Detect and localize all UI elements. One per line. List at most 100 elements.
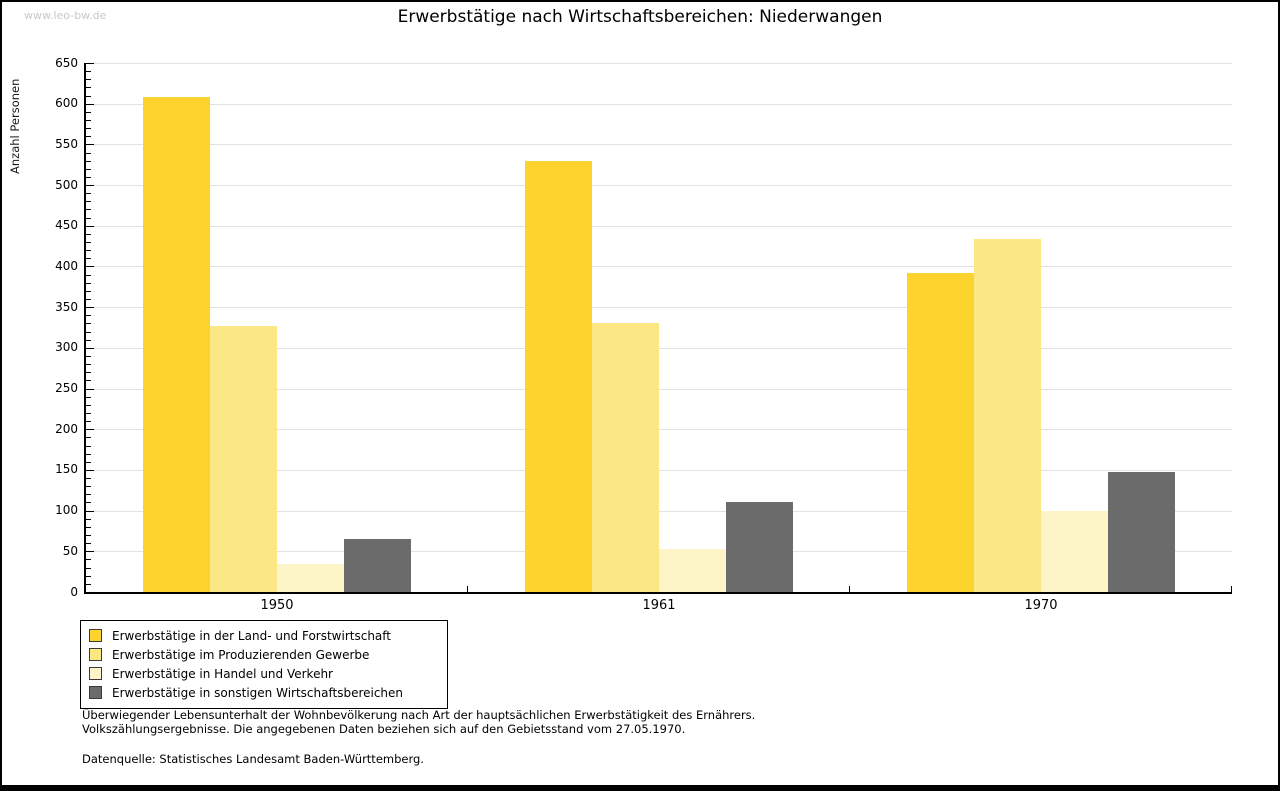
- bar-1961-s3: [659, 548, 726, 592]
- y-axis-minor-tick: [86, 168, 91, 170]
- bar-1961-s4: [726, 501, 793, 592]
- y-axis-minor-tick: [86, 437, 91, 439]
- legend-label: Erwerbstätige im Produzierenden Gewerbe: [112, 647, 370, 662]
- y-axis-minor-tick: [86, 87, 91, 89]
- x-axis-category-label: 1961: [642, 598, 676, 613]
- footnote-line-2: Volkszählungsergebnisse. Die angegebenen…: [82, 721, 686, 736]
- legend-item: Erwerbstätige in der Land- und Forstwirt…: [89, 626, 441, 645]
- y-axis-major-tick: [86, 225, 94, 227]
- bar-1970-s3: [1041, 510, 1108, 592]
- y-axis-minor-tick: [86, 575, 91, 577]
- y-axis-minor-tick: [86, 543, 91, 545]
- y-gridline: [86, 347, 1232, 349]
- y-axis-minor-tick: [86, 217, 91, 219]
- y-axis-tick-label: 250: [55, 381, 78, 396]
- y-axis-tick-label: 400: [55, 258, 78, 273]
- footnotes: Überwiegender Lebensunterhalt der Wohnbe…: [82, 708, 756, 767]
- y-axis-minor-tick: [86, 453, 91, 455]
- legend-swatch: [89, 648, 102, 661]
- y-axis-minor-tick: [86, 242, 91, 244]
- y-axis-tick-label: 50: [62, 543, 78, 558]
- y-axis-minor-tick: [86, 526, 91, 528]
- y-axis-minor-tick: [86, 364, 91, 366]
- y-axis-minor-tick: [86, 502, 91, 504]
- footnote-line-1: Überwiegender Lebensunterhalt der Wohnbe…: [82, 708, 756, 722]
- y-axis-minor-tick: [86, 339, 91, 341]
- y-axis-minor-tick: [86, 355, 91, 357]
- y-axis-minor-tick: [86, 290, 91, 292]
- y-axis-minor-tick: [86, 396, 91, 398]
- y-axis-minor-tick: [86, 136, 91, 138]
- y-axis-major-tick: [86, 266, 94, 268]
- y-gridline: [86, 510, 1232, 512]
- y-axis-major-tick: [86, 510, 94, 512]
- legend-item: Erwerbstätige im Produzierenden Gewerbe: [89, 645, 441, 664]
- legend: Erwerbstätige in der Land- und Forstwirt…: [80, 620, 448, 709]
- y-gridline: [86, 388, 1232, 390]
- y-axis-minor-tick: [86, 79, 91, 81]
- legend-label: Erwerbstätige in der Land- und Forstwirt…: [112, 628, 391, 643]
- y-axis-tick-label: 650: [55, 55, 78, 70]
- y-axis-major-tick: [86, 144, 94, 146]
- footnote-source: Datenquelle: Statistisches Landesamt Bad…: [82, 752, 424, 766]
- y-axis-minor-tick: [86, 128, 91, 130]
- y-axis-minor-tick: [86, 535, 91, 537]
- y-axis-tick-label: 500: [55, 177, 78, 192]
- y-axis-minor-tick: [86, 119, 91, 121]
- legend-swatch: [89, 686, 102, 699]
- y-axis-tick-label: 300: [55, 340, 78, 355]
- y-axis-minor-tick: [86, 176, 91, 178]
- y-axis-minor-tick: [86, 486, 91, 488]
- y-axis-minor-tick: [86, 404, 91, 406]
- bar-1970-s1: [907, 272, 974, 592]
- y-gridline: [86, 63, 1232, 64]
- x-axis-tick: [849, 586, 850, 592]
- legend-label: Erwerbstätige in sonstigen Wirtschaftsbe…: [112, 685, 404, 700]
- y-gridline: [86, 185, 1232, 187]
- bar-1950-s4: [344, 539, 411, 592]
- y-axis-tick-label: 0: [70, 584, 78, 599]
- bar-1961-s2: [592, 322, 659, 592]
- y-axis-minor-tick: [86, 494, 91, 496]
- y-axis-minor-tick: [86, 567, 91, 569]
- y-axis-tick-label: 550: [55, 136, 78, 151]
- bar-1950-s3: [277, 563, 344, 592]
- y-gridline: [86, 307, 1232, 309]
- y-axis-major-tick: [86, 551, 94, 553]
- y-axis-minor-tick: [86, 315, 91, 317]
- legend-item: Erwerbstätige in Handel und Verkehr: [89, 664, 441, 683]
- bar-1950-s2: [210, 325, 277, 592]
- y-axis-minor-tick: [86, 233, 91, 235]
- y-axis-major-tick: [86, 103, 94, 105]
- x-axis-tick: [1231, 586, 1232, 592]
- y-axis-tick-label: 150: [55, 462, 78, 477]
- y-axis-minor-tick: [86, 299, 91, 300]
- legend-swatch: [89, 629, 102, 642]
- y-axis-major-tick: [86, 347, 94, 349]
- y-gridline: [86, 103, 1232, 105]
- y-axis-tick-label: 600: [55, 96, 78, 111]
- y-axis-tick-label: 100: [55, 503, 78, 518]
- y-axis-minor-tick: [86, 323, 91, 325]
- y-axis-minor-tick: [86, 282, 91, 284]
- y-gridline: [86, 266, 1232, 268]
- x-axis-tick: [467, 586, 468, 592]
- y-axis-minor-tick: [86, 559, 91, 561]
- y-axis-tick-label: 350: [55, 299, 78, 314]
- bar-1970-s4: [1108, 471, 1175, 592]
- legend-label: Erwerbstätige in Handel und Verkehr: [112, 666, 333, 681]
- y-axis-minor-tick: [86, 372, 91, 374]
- y-axis-minor-tick: [86, 95, 91, 97]
- y-gridline: [86, 429, 1232, 431]
- y-axis-minor-tick: [86, 518, 91, 520]
- y-axis-major-tick: [86, 388, 94, 390]
- y-axis-minor-tick: [86, 461, 91, 463]
- legend-swatch: [89, 667, 102, 680]
- y-axis-minor-tick: [86, 331, 91, 333]
- y-axis-minor-tick: [86, 421, 91, 423]
- y-axis-major-tick: [86, 307, 94, 309]
- y-axis-tick-label: 450: [55, 218, 78, 233]
- bar-1961-s1: [525, 161, 592, 592]
- x-axis-category-label: 1970: [1024, 598, 1058, 613]
- y-gridline: [86, 144, 1232, 146]
